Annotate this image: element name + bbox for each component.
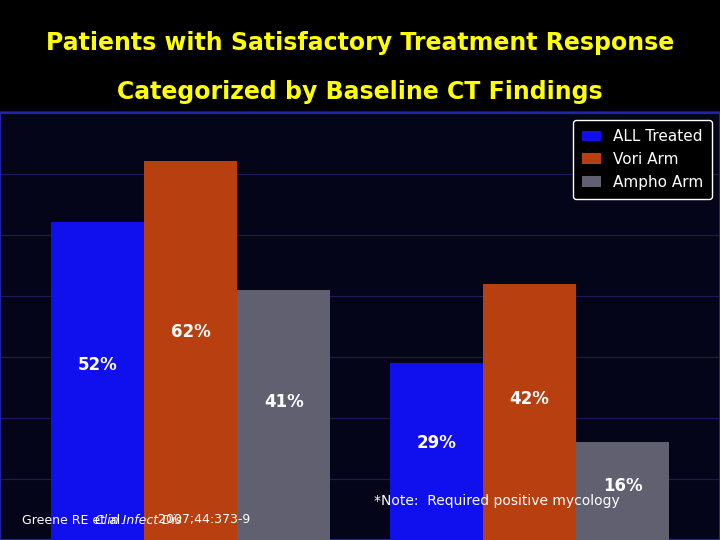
- Text: 62%: 62%: [171, 323, 210, 341]
- Text: 29%: 29%: [416, 434, 456, 451]
- Text: 16%: 16%: [603, 477, 642, 495]
- Text: 52%: 52%: [78, 356, 117, 374]
- Bar: [390, 363, 483, 540]
- Bar: [483, 284, 576, 540]
- Bar: [576, 442, 669, 540]
- Text: Patients with Satisfactory Treatment Response: Patients with Satisfactory Treatment Res…: [46, 31, 674, 55]
- Bar: [51, 222, 144, 540]
- Bar: [237, 289, 330, 540]
- Text: Clin Infect Dis: Clin Infect Dis: [95, 514, 181, 526]
- Text: 2007;44:373-9: 2007;44:373-9: [154, 514, 251, 526]
- Text: 41%: 41%: [264, 393, 304, 411]
- Legend: ALL Treated, Vori Arm, Ampho Arm: ALL Treated, Vori Arm, Ampho Arm: [573, 120, 712, 199]
- Text: Greene RE et al.: Greene RE et al.: [22, 514, 128, 526]
- Text: Categorized by Baseline CT Findings: Categorized by Baseline CT Findings: [117, 80, 603, 104]
- Text: *Note:  Required positive mycology: *Note: Required positive mycology: [374, 494, 620, 508]
- Text: 42%: 42%: [510, 390, 549, 408]
- Bar: [144, 161, 237, 540]
